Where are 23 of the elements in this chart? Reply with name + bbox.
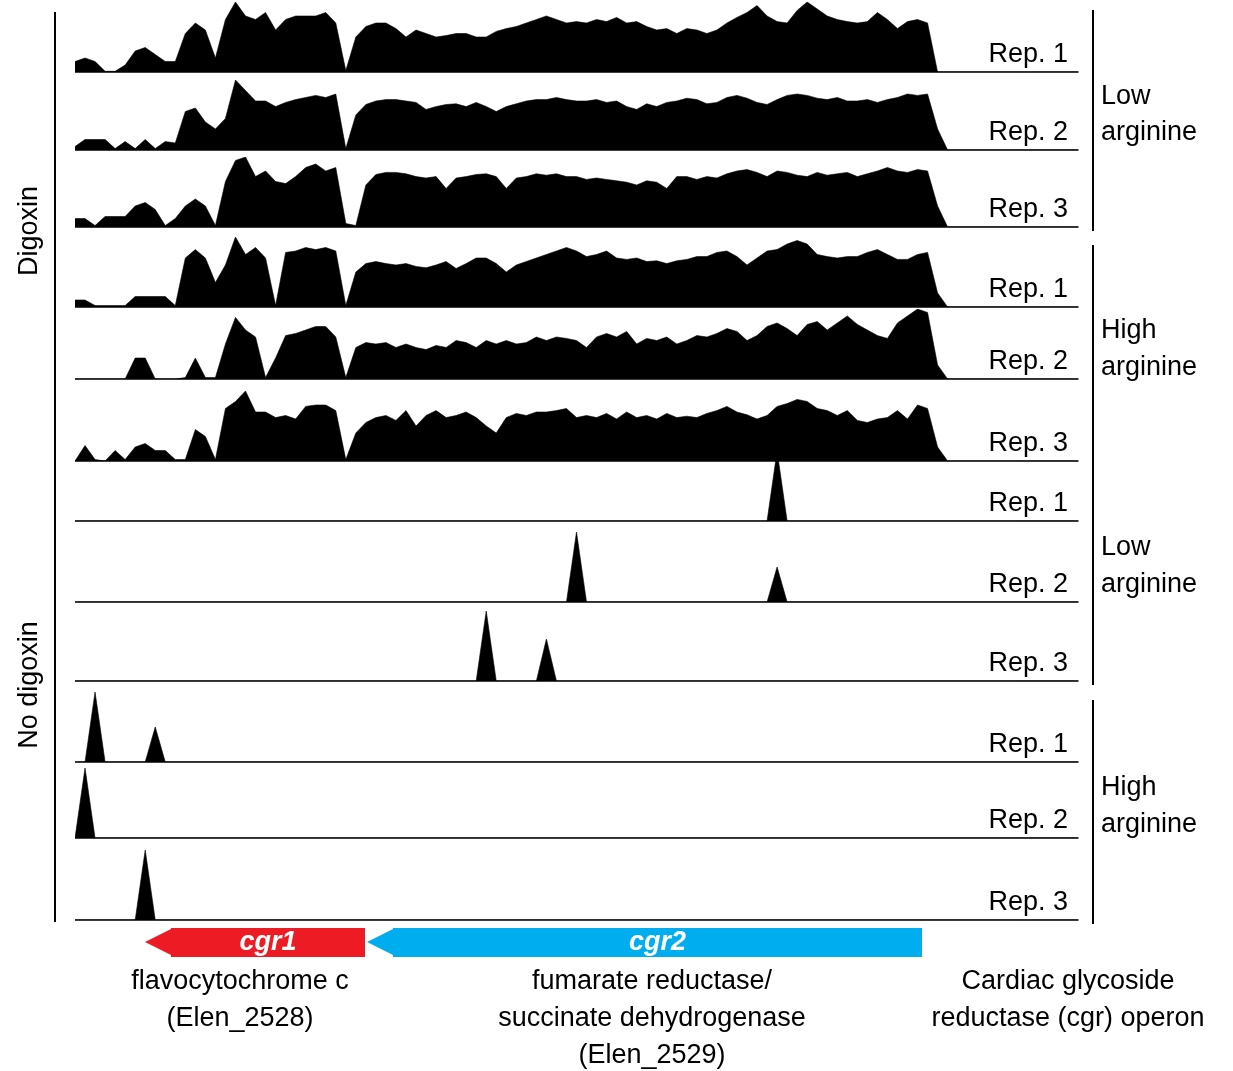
- annotation: Rep. 2: [988, 567, 1069, 598]
- text: Cardiac glycoside reductase (cgr) operon: [931, 964, 1205, 1034]
- annotation: Rep. 2: [988, 803, 1069, 834]
- y-axis-title: No digoxin: [11, 620, 44, 749]
- annotation: Rep. 1: [988, 272, 1069, 303]
- annotation: Rep. 1: [988, 37, 1069, 68]
- annotation: Rep. 1: [988, 727, 1069, 758]
- y2-axis-title: High arginine: [1101, 770, 1199, 840]
- annotation: Rep. 2: [988, 115, 1069, 146]
- y2-axis-title: High arginine: [1101, 313, 1199, 383]
- annotation: Rep. 3: [988, 646, 1069, 677]
- annotation: Rep. 3: [988, 885, 1069, 916]
- category-label: cgr2: [628, 925, 687, 958]
- text: flavocytochrome c (Elen_2528): [131, 964, 349, 1034]
- y2-axis-title: Low arginine: [1101, 530, 1199, 600]
- category-label: cgr1: [239, 925, 297, 958]
- annotation: Rep. 3: [988, 426, 1069, 457]
- text: fumarate reductase/ succinate dehydrogenase (Elen_2529): [498, 964, 806, 1071]
- y2-axis-title: Low arginine: [1101, 78, 1199, 149]
- y-axis-title: Digoxin: [11, 185, 44, 276]
- annotation: Rep. 2: [988, 344, 1069, 375]
- annotation: Rep. 3: [988, 192, 1069, 223]
- annotation: Rep. 1: [988, 486, 1069, 517]
